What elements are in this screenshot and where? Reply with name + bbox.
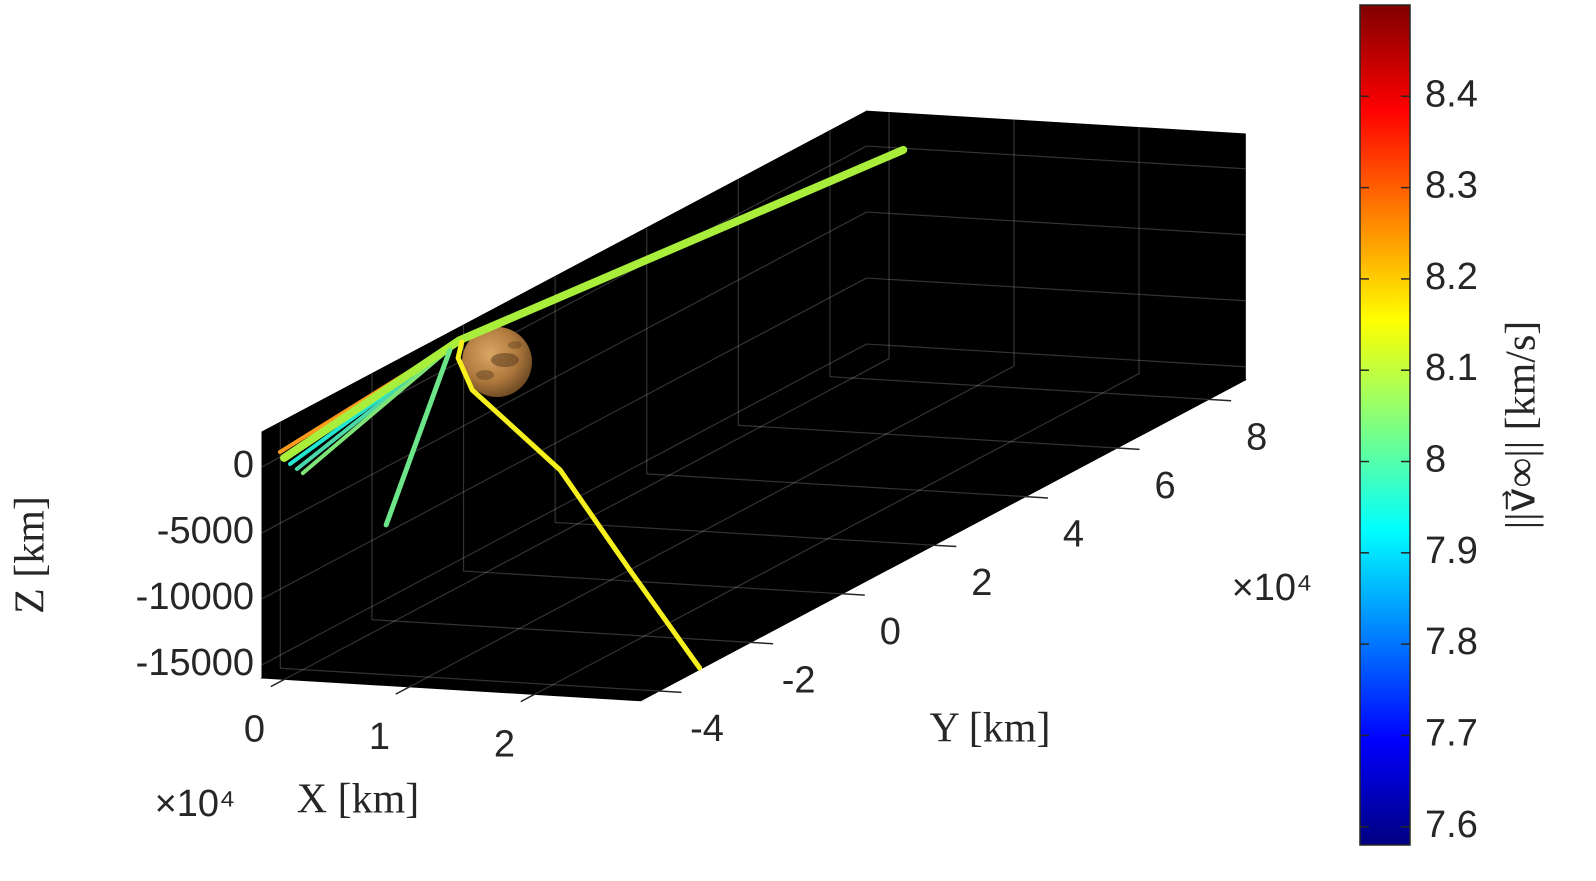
- colorbar: 7.6 7.7 7.8 7.9 8 8.1 8.2 8.3 8.4: [1359, 4, 1478, 846]
- grid-line: [555, 521, 934, 546]
- grid-line: [409, 365, 1015, 688]
- z-tick-label: -5000: [157, 510, 254, 552]
- colorbar-tick-label: 7.7: [1425, 712, 1478, 754]
- colorbar-tick-label: 8.3: [1425, 165, 1478, 207]
- trajectory: [383, 347, 453, 528]
- tick-mark: [750, 641, 774, 645]
- grid-line: [261, 211, 867, 534]
- tick-mark: [261, 659, 273, 666]
- y-tick-label: 2: [971, 562, 992, 604]
- trajectory: [280, 145, 908, 462]
- colorbar-label: ||v⃗∞|| [km/s]: [1499, 321, 1545, 530]
- wall: [866, 110, 1246, 381]
- x-tick-label: 1: [369, 716, 390, 758]
- tick-mark: [261, 527, 273, 534]
- grid-line: [866, 277, 1246, 302]
- colorbar-tick-label: 7.8: [1425, 621, 1478, 663]
- y-tick-label: 0: [880, 611, 901, 653]
- grid-line: [829, 376, 1209, 401]
- tick-mark: [659, 690, 682, 694]
- grid-line: [866, 145, 1246, 170]
- grid-line: [280, 667, 660, 692]
- y-tick-label: -2: [782, 659, 816, 701]
- tick-mark: [842, 593, 865, 596]
- tick-mark: [270, 678, 285, 688]
- grid-line: [261, 343, 867, 666]
- colorbar-tick-label: 8.4: [1425, 73, 1478, 115]
- y-tick-label: 4: [1063, 514, 1084, 556]
- tick-mark: [395, 686, 410, 695]
- y-axis-label: Y [km]: [930, 706, 1051, 752]
- plot-lines: [277, 145, 908, 671]
- grid-line: [738, 424, 1118, 449]
- colorbar-tick-label: 8.2: [1425, 256, 1478, 298]
- tick-mark: [1025, 495, 1049, 499]
- moon-patch: [491, 353, 519, 367]
- y-tick-label: 8: [1246, 416, 1267, 458]
- colorbar-tick-label: 7.9: [1425, 530, 1478, 572]
- moon-patch: [476, 370, 494, 380]
- colorbar-tick-label: 8: [1425, 439, 1446, 481]
- grid-line: [284, 358, 890, 680]
- tick-mark: [933, 544, 957, 548]
- colorbar-scale: [1359, 4, 1411, 846]
- tick-mark: [261, 593, 273, 600]
- x-tick-label: 2: [494, 723, 515, 765]
- grid-line: [261, 277, 867, 600]
- trajectory: [455, 339, 703, 671]
- z-tick-label: -10000: [136, 576, 254, 618]
- tick-mark: [261, 461, 273, 468]
- z-tick-label: 0: [233, 444, 254, 486]
- y-tick-label: -4: [690, 708, 724, 750]
- grid-line: [866, 211, 1246, 236]
- grid-line: [371, 619, 751, 644]
- grid-line: [646, 473, 1026, 498]
- tick-mark: [1208, 398, 1232, 402]
- y-exponent-label: ×10⁴: [1232, 567, 1313, 609]
- grid-line: [866, 343, 1246, 368]
- moon: [462, 327, 532, 397]
- colorbar-tick-label: 8.1: [1425, 347, 1478, 389]
- x-exponent-label: ×10⁴: [155, 783, 236, 825]
- z-tick-label: -15000: [136, 642, 254, 684]
- x-axis-label: X [km]: [297, 777, 419, 823]
- grid-line: [534, 373, 1140, 695]
- axes-box: [260, 110, 1248, 703]
- x-tick-label: 0: [244, 708, 265, 750]
- grid-line: [463, 570, 843, 595]
- tick-mark: [520, 693, 535, 703]
- z-axis-label: Z [km]: [8, 496, 54, 614]
- tick-mark: [1117, 447, 1140, 451]
- y-tick-label: 6: [1154, 465, 1175, 507]
- moon-patch: [508, 341, 522, 349]
- colorbar-tick-label: 7.6: [1425, 804, 1478, 846]
